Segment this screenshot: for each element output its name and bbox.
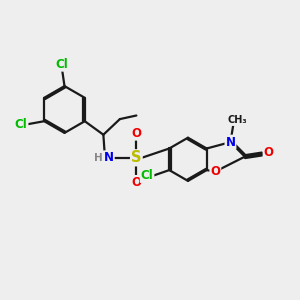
Text: O: O: [210, 165, 220, 178]
Text: O: O: [131, 127, 141, 140]
Text: O: O: [131, 176, 141, 189]
Text: Cl: Cl: [141, 169, 153, 182]
Text: O: O: [264, 146, 274, 160]
Text: S: S: [131, 150, 142, 165]
Text: N: N: [104, 151, 114, 164]
Text: Cl: Cl: [15, 118, 28, 131]
Text: N: N: [226, 136, 236, 148]
Text: CH₃: CH₃: [227, 115, 247, 125]
Text: Cl: Cl: [56, 58, 68, 71]
Text: H: H: [94, 153, 103, 163]
